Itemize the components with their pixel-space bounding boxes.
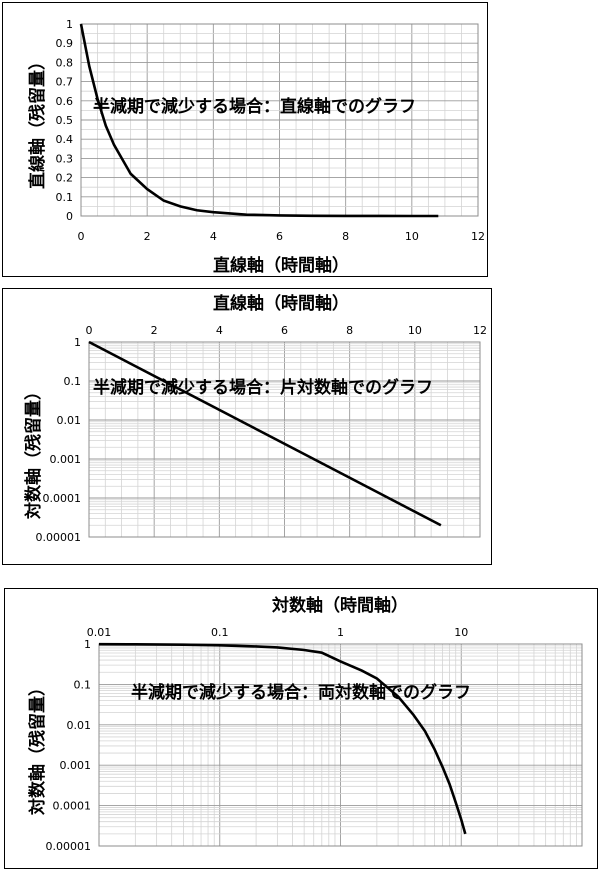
- x-tick-label: 8: [346, 324, 353, 337]
- x-tick-label: 6: [276, 230, 283, 243]
- x-axis-label: 対数軸（時間軸）: [271, 595, 408, 616]
- x-tick-label: 0.01: [87, 626, 112, 639]
- series-line: [98, 642, 467, 835]
- chart-panel-linear: 0 2 4 6 8 10 12 0 0.1 0.2 0.3 0.4 0.5 0.6 0.7 0.8 0.9 1 …: [2, 2, 488, 277]
- y-tick-label: 0.9: [56, 37, 74, 50]
- x-tick-labels: 0 2 4 6 8 10 12: [78, 230, 486, 243]
- chart-title: 半減期で減少する場合：片対数軸でのグラフ: [93, 377, 433, 398]
- y-tick-label: 1: [84, 638, 91, 651]
- x-tick-label: 6: [281, 324, 288, 337]
- x-tick-label: 12: [473, 324, 487, 337]
- y-tick-label: 0.01: [57, 414, 82, 427]
- y-tick-label: 0.4: [56, 133, 74, 146]
- grid: [80, 23, 479, 217]
- y-tick-label: 0.1: [56, 191, 74, 204]
- y-tick-label: 0.7: [56, 76, 74, 89]
- x-tick-label: 2: [144, 230, 151, 243]
- y-tick-label: 0.6: [56, 95, 74, 108]
- y-tick-label: 0.00001: [46, 840, 92, 853]
- y-axis-label: 対数軸（残留量）: [23, 383, 44, 520]
- x-tick-label: 8: [342, 230, 349, 243]
- y-tick-labels: 0 0.1 0.2 0.3 0.4 0.5 0.6 0.7 0.8 0.9 1: [56, 18, 74, 223]
- chart-panel-loglog: 0.01 0.1 1 10 1 0.1 0.01 0.001 0.0001 0.00001 半減…: [4, 588, 598, 869]
- x-tick-label: 4: [216, 324, 223, 337]
- x-tick-label: 0.1: [211, 626, 229, 639]
- y-tick-label: 0.8: [56, 56, 74, 69]
- y-tick-label: 0: [66, 210, 73, 223]
- x-tick-label: 10: [408, 324, 422, 337]
- y-tick-labels: 1 0.1 0.01 0.001 0.0001 0.00001: [46, 638, 92, 853]
- y-tick-label: 1: [66, 18, 73, 31]
- y-tick-label: 0.3: [56, 152, 74, 165]
- y-tick-label: 1: [74, 336, 81, 349]
- x-tick-label: 10: [405, 230, 419, 243]
- y-tick-label: 0.00001: [36, 531, 82, 544]
- x-tick-label: 0: [86, 324, 93, 337]
- x-tick-labels: 0.01 0.1 1 10: [87, 626, 469, 639]
- grid: [98, 643, 582, 847]
- y-tick-label: 0.01: [67, 719, 92, 732]
- x-tick-label: 2: [151, 324, 158, 337]
- y-tick-label: 0.1: [64, 375, 82, 388]
- y-tick-labels: 1 0.1 0.01 0.001 0.0001 0.00001: [36, 336, 82, 544]
- series-line: [88, 340, 442, 527]
- x-tick-label: 12: [471, 230, 485, 243]
- y-tick-label: 0.001: [50, 453, 82, 466]
- plot-frame: [98, 643, 583, 847]
- x-tick-label: 1: [337, 626, 344, 639]
- chart-svg-linear: 0 2 4 6 8 10 12 00.10.20.30.40.50.60.70.80.91 …: [27, 18, 486, 276]
- series-line: [79, 23, 439, 218]
- y-tick-label: 0.0001: [43, 492, 82, 505]
- chart-title: 半減期で減少する場合：直線軸でのグラフ: [93, 96, 416, 117]
- chart-title: 半減期で減少する場合：両対数軸でのグラフ: [131, 682, 471, 703]
- x-tick-label: 0: [78, 230, 85, 243]
- chart-panel-semilog: 0 2 4 6 8 10 12 1 0.1 0.01 0.001 0.0001 0.00001 半減期…: [2, 288, 492, 565]
- y-tick-label: 0.0001: [53, 800, 92, 813]
- y-tick-label: 0.001: [60, 759, 92, 772]
- x-axis-label: 直線軸（時間軸）: [213, 293, 349, 314]
- y-axis-label: 直線軸（残留量）: [27, 53, 48, 189]
- y-tick-label: 0.2: [56, 172, 74, 185]
- x-tick-label: 10: [454, 626, 468, 639]
- x-tick-labels: 0 2 4 6 8 10 12: [86, 324, 488, 337]
- y-tick-label: 0.5: [56, 114, 74, 127]
- y-tick-label: 0.1: [74, 678, 92, 691]
- plot-frame: [88, 341, 481, 538]
- x-axis-label: 直線軸（時間軸）: [213, 255, 349, 276]
- x-tick-label: 4: [210, 230, 217, 243]
- y-axis-label: 対数軸（残留量）: [27, 679, 48, 816]
- chart-svg-loglog: 0.01 0.1 1 10 1 0.1 0.01 0.001 0.0001 0.00001 半減…: [27, 595, 583, 853]
- chart-svg-semilog: 0 2 4 6 8 10 12 1 0.1 0.01 0.001 0.0001 0.00001 半減期…: [23, 293, 488, 544]
